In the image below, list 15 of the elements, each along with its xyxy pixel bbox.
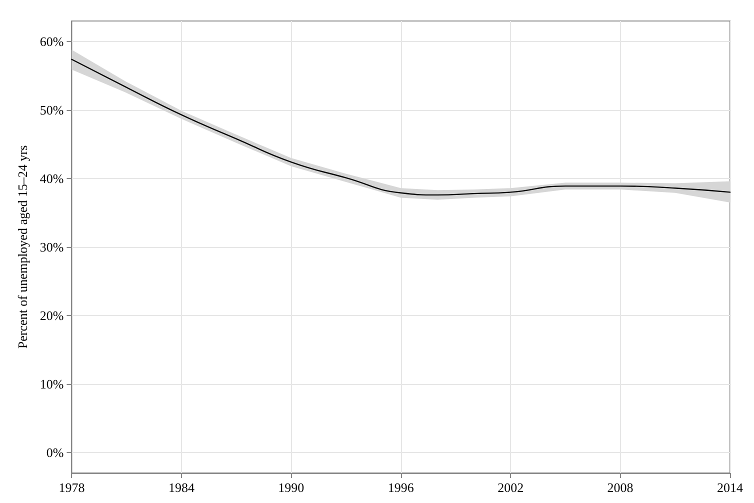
x-tick-label: 1984 [168, 480, 195, 495]
y-tick-label: 20% [40, 308, 64, 323]
y-tick-label: 50% [40, 102, 64, 118]
x-tick-label: 1990 [278, 480, 304, 495]
x-tick-label: 2008 [607, 480, 634, 495]
x-tick-label: 1996 [388, 480, 414, 495]
y-tick-label: 0% [46, 444, 64, 460]
x-tick-label: 1978 [58, 480, 85, 495]
y-tick-label: 40% [40, 171, 64, 186]
y-tick-label: 30% [40, 240, 64, 254]
y-axis-title: Percent of unemployed aged 15–24 yrs [15, 145, 30, 349]
y-tick-label: 60% [40, 34, 64, 50]
y-tick-label: 10% [40, 376, 64, 392]
x-tick-label: 2014 [717, 480, 744, 495]
x-tick-label: 2002 [498, 480, 524, 495]
